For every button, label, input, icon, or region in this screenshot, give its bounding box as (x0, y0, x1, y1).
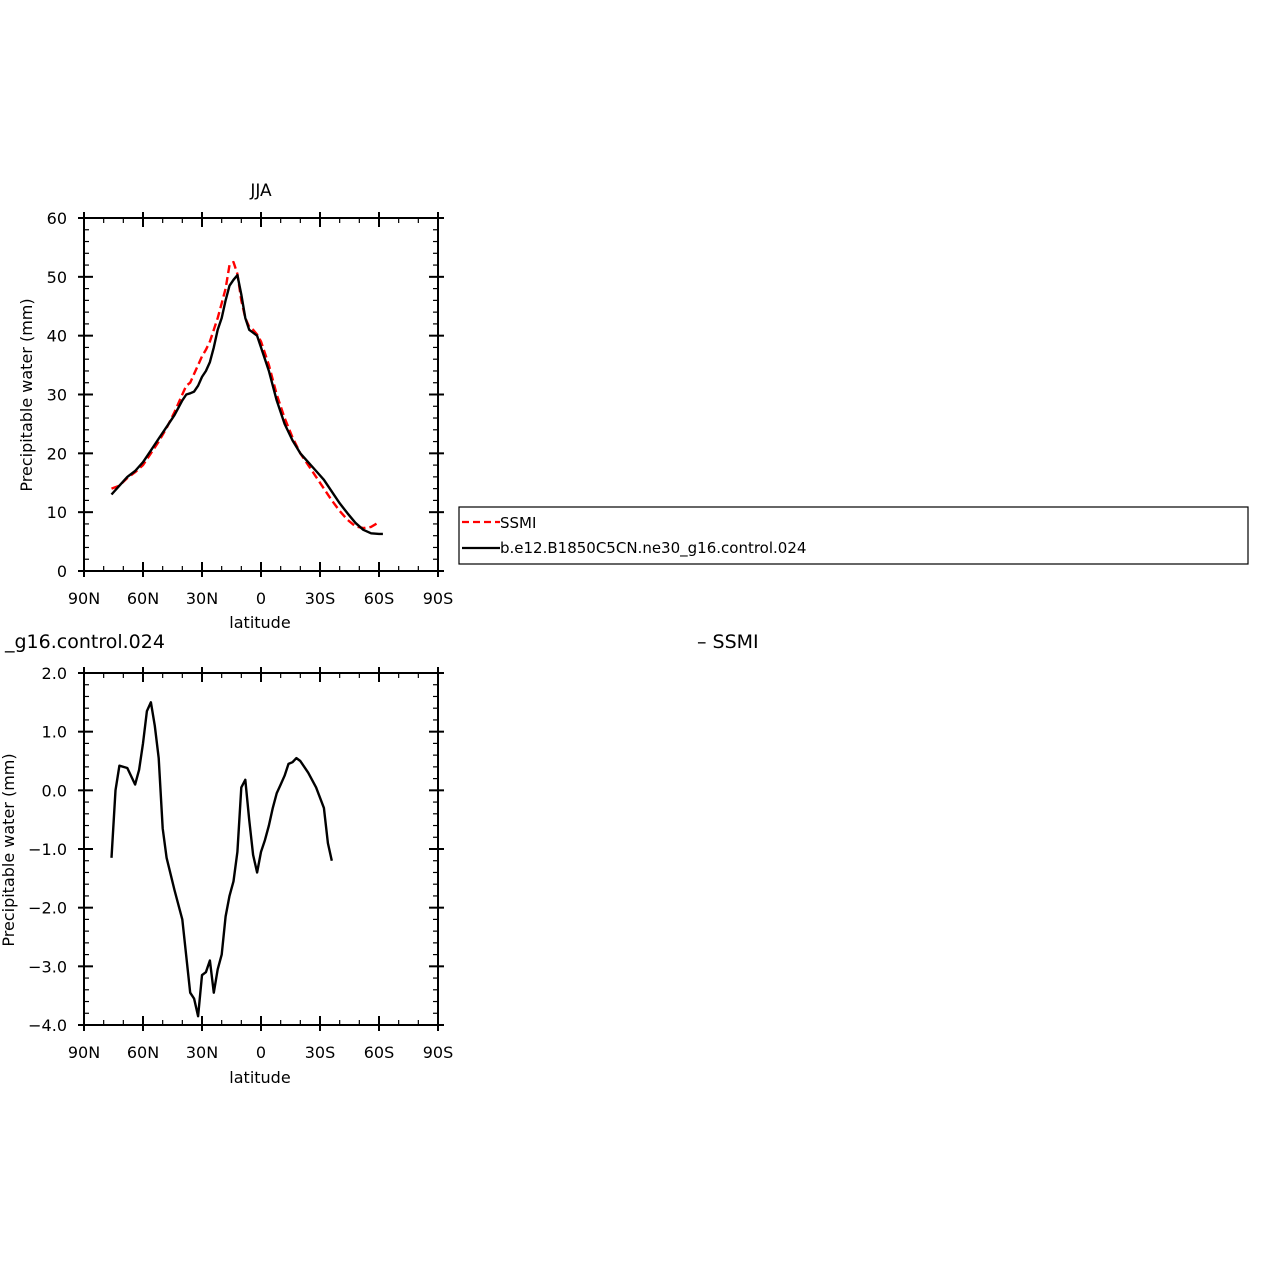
bottom-x-tick-label: 60N (127, 1043, 159, 1062)
top-x-tick-label: 90N (68, 589, 100, 608)
bottom-plot-frame (83, 672, 439, 1026)
bottom-y-tick-label: 2.0 (42, 664, 67, 683)
bottom-x-tick-label: 0 (256, 1043, 266, 1062)
top-x-tick-label: 60N (127, 589, 159, 608)
top-y-tick-label: 0 (57, 562, 67, 581)
bottom-x-axis-label: latitude (229, 1068, 290, 1087)
top-series-line-0 (111, 260, 380, 530)
bottom-title-left: _g16.control.024 (4, 631, 165, 653)
bottom-plot-area (110, 701, 333, 1018)
top-x-tick-label: 0 (256, 589, 266, 608)
legend-entry-ssmi: SSMI (500, 514, 536, 532)
top-y-tick-label: 20 (47, 444, 67, 463)
bottom-title-right: – SSMI (697, 631, 759, 653)
top-x-tick-label: 90S (423, 589, 454, 608)
legend-entry-model: b.e12.B1850C5CN.ne30_g16.control.024 (500, 539, 806, 558)
top-panel: JJA latitude Precipitable water (mm) 90N… (17, 181, 453, 632)
bottom-x-tick-label: 30N (186, 1043, 218, 1062)
bottom-x-tick-label: 90S (423, 1043, 454, 1062)
top-chart-title: JJA (249, 181, 272, 201)
bottom-y-tick-label: 1.0 (42, 723, 67, 742)
top-y-tick-label: 10 (47, 503, 67, 522)
bottom-y-tick-label: 0.0 (42, 781, 67, 800)
top-plot-area (110, 260, 383, 536)
bottom-y-tick-label: −2.0 (28, 899, 67, 918)
top-axis-ticks: 90N 60N 30N 0 30S 60S 90S 0 10 20 30 40 50 60 (47, 209, 454, 608)
bottom-panel: _g16.control.024 – SSMI latitude Precipi… (0, 631, 759, 1087)
legend-box (458, 506, 1249, 565)
bottom-y-axis-label: Precipitable water (mm) (0, 753, 18, 946)
bottom-y-tick-label: −3.0 (28, 957, 67, 976)
top-y-tick-label: 60 (47, 209, 67, 228)
top-series-line-1 (110, 273, 383, 536)
top-x-axis-label: latitude (229, 613, 290, 632)
legend: SSMI b.e12.B1850C5CN.ne30_g16.control.02… (458, 506, 1249, 565)
bottom-x-tick-label: 30S (305, 1043, 336, 1062)
top-y-axis-label: Precipitable water (mm) (17, 298, 36, 491)
top-x-tick-label: 30S (305, 589, 336, 608)
top-x-tick-label: 60S (364, 589, 395, 608)
top-y-tick-label: 30 (47, 386, 67, 405)
bottom-y-tick-label: −4.0 (28, 1016, 67, 1035)
bottom-series-line-0 (110, 701, 333, 1018)
top-plot-frame (83, 217, 439, 572)
bottom-y-tick-label: −1.0 (28, 840, 67, 859)
top-y-tick-label: 40 (47, 327, 67, 346)
top-y-tick-label: 50 (47, 268, 67, 287)
bottom-axis-ticks: 90N 60N 30N 0 30S 60S 90S −4.0 −3.0 −2.0 −1.0 0.0 1.… (28, 664, 453, 1062)
top-x-tick-label: 30N (186, 589, 218, 608)
bottom-x-tick-label: 60S (364, 1043, 395, 1062)
bottom-x-tick-label: 90N (68, 1043, 100, 1062)
